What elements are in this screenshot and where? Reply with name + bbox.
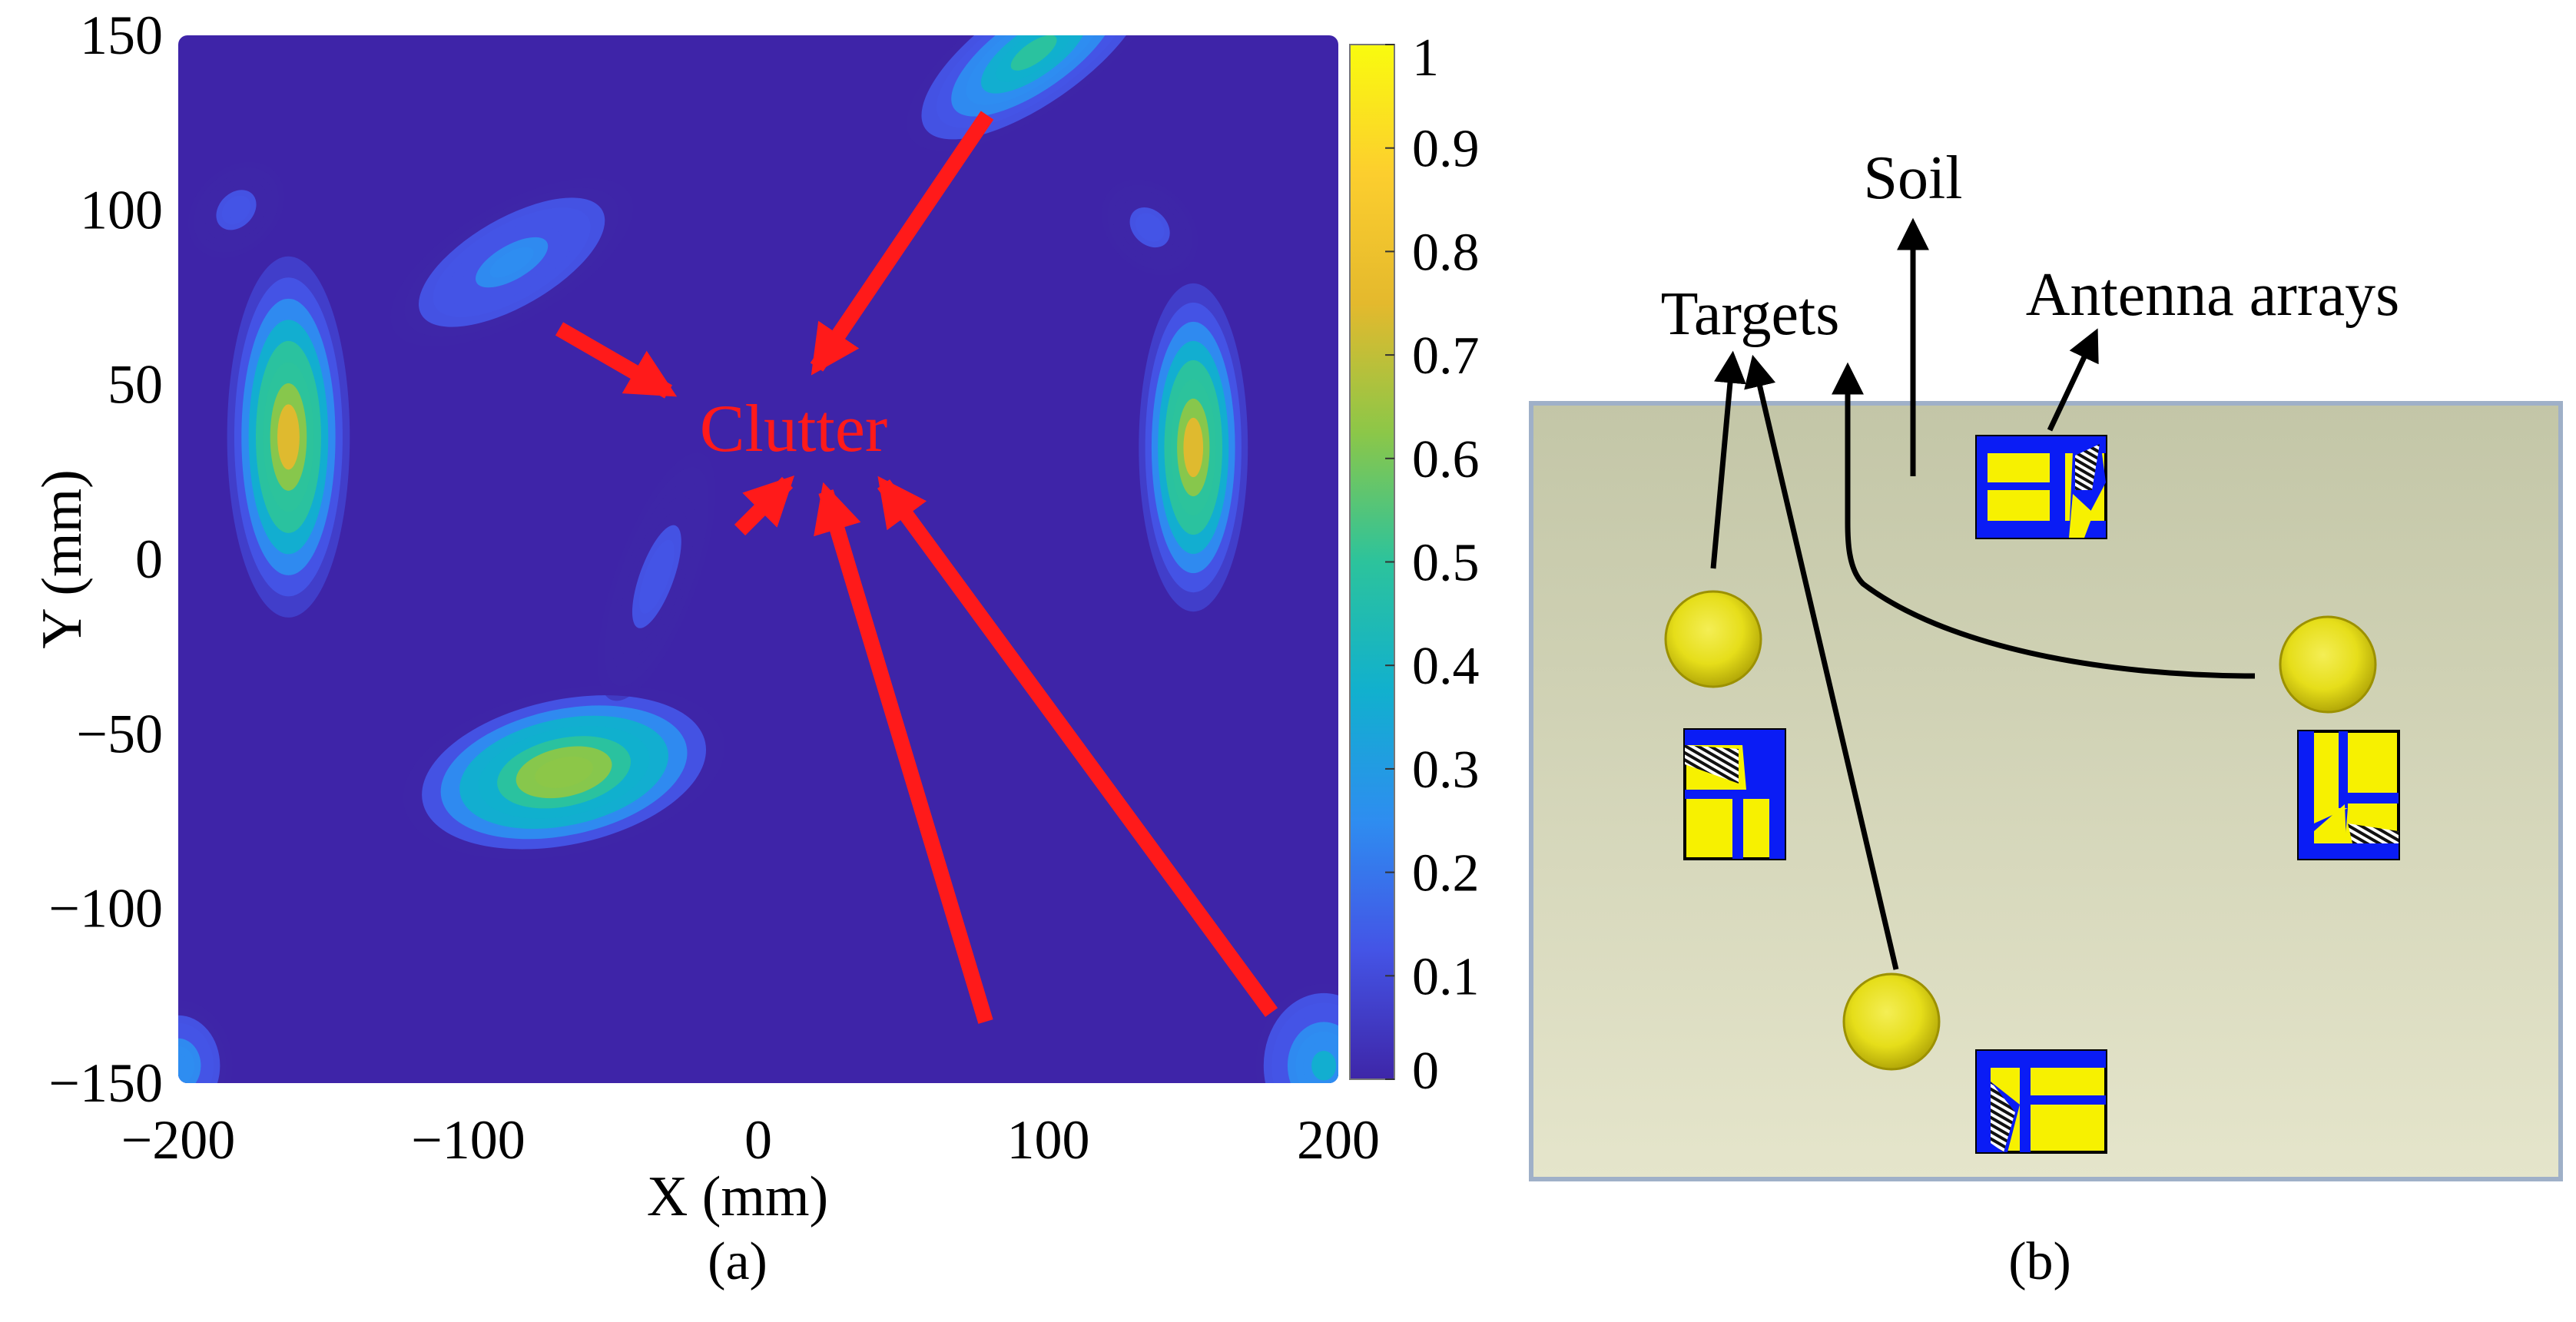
- target-sphere: [2279, 615, 2377, 714]
- y-tick-label: −50: [76, 703, 163, 764]
- heatmap-peak: [907, 35, 1162, 151]
- colorbar-tick-label: 0.8: [1412, 223, 1480, 282]
- panel-b-caption: (b): [2008, 1232, 2071, 1291]
- x-tick-label: 100: [1007, 1109, 1090, 1171]
- clutter-arrow: [810, 111, 994, 376]
- heatmap-peak: [1255, 983, 1338, 1083]
- y-tick-label: −100: [48, 878, 163, 939]
- heatmap-peak: [403, 684, 725, 860]
- target-sphere: [1842, 972, 1941, 1071]
- clutter-arrow: [734, 475, 795, 536]
- panel-b-diagram: Soil Targets Antenna arrays (b): [1529, 144, 2563, 1291]
- antenna-array-left: [1683, 728, 1786, 860]
- target-arrow: [1710, 350, 1746, 569]
- target-arrow-curved: [1832, 362, 2256, 679]
- clutter-arrow: [555, 322, 678, 399]
- colorbar-tick-label: 0.9: [1412, 120, 1480, 179]
- soil-label: Soil: [1864, 144, 1963, 212]
- colorbar-tick-label: 0.1: [1412, 947, 1480, 1006]
- y-axis-label: Y (mm): [31, 469, 94, 649]
- x-axis-label: X (mm): [647, 1165, 828, 1228]
- colorbar: [1349, 44, 1395, 1080]
- antenna-array-right: [2297, 730, 2400, 860]
- clutter-arrows: [555, 111, 1278, 1024]
- x-tick-label: 200: [1297, 1109, 1380, 1171]
- colorbar-tick-label: 0.2: [1412, 844, 1480, 903]
- colorbar-tick-label: 0.7: [1412, 326, 1480, 386]
- antenna-array-bottom: [1975, 1049, 2107, 1154]
- antenna-arrays-label: Antenna arrays: [2026, 261, 2399, 329]
- antenna-array-top: [1975, 435, 2107, 539]
- heatmap-peak: [390, 177, 634, 347]
- heatmap-peak: [1139, 283, 1248, 612]
- heatmap-peak: [187, 161, 285, 259]
- y-tick-label: −150: [48, 1052, 163, 1114]
- colorbar-ticks: 1 0.9 0.8 0.7 0.6 0.5 0.4 0.3 0.2 0.1 0: [1385, 28, 1480, 1101]
- x-tick-label: −100: [411, 1109, 525, 1171]
- heatmap-peak: [178, 999, 233, 1083]
- colorbar-tick-label: 0.4: [1412, 637, 1480, 696]
- x-tick-label: 0: [744, 1109, 772, 1171]
- panel-a-heatmap: −200 −100 0 100 200 150 100 50 0 −50 −100 −150 X (…: [31, 5, 1480, 1291]
- heatmap-peak: [1101, 179, 1198, 276]
- clutter-arrow: [877, 475, 1278, 1017]
- heatmap-blobs: [178, 35, 1338, 1083]
- colorbar-tick-label: 1: [1412, 28, 1439, 88]
- heatmap-peak: [227, 256, 350, 618]
- colorbar-tick-label: 0.5: [1412, 534, 1480, 593]
- colorbar-tick-label: 0: [1412, 1042, 1439, 1101]
- target-arrow: [1744, 354, 1899, 970]
- clutter-arrow: [814, 482, 993, 1024]
- clutter-label: Clutter: [700, 392, 887, 466]
- y-tick-label: 150: [80, 5, 163, 66]
- y-tick-labels: 150 100 50 0 −50 −100 −150: [48, 5, 163, 1114]
- y-tick-label: 50: [108, 354, 163, 416]
- colorbar-tick-label: 0.3: [1412, 741, 1480, 800]
- y-tick-label: 0: [135, 528, 163, 590]
- colorbar-tick-label: 0.6: [1412, 430, 1480, 489]
- antenna-arrow: [2047, 328, 2099, 432]
- target-sphere: [1664, 590, 1762, 688]
- targets-label: Targets: [1661, 280, 1840, 348]
- y-tick-label: 100: [80, 179, 163, 240]
- x-tick-label: −200: [121, 1109, 236, 1171]
- x-tick-labels: −200 −100 0 100 200: [121, 1109, 1380, 1171]
- heatmap-peak: [597, 452, 716, 701]
- panel-a-caption: (a): [708, 1232, 767, 1291]
